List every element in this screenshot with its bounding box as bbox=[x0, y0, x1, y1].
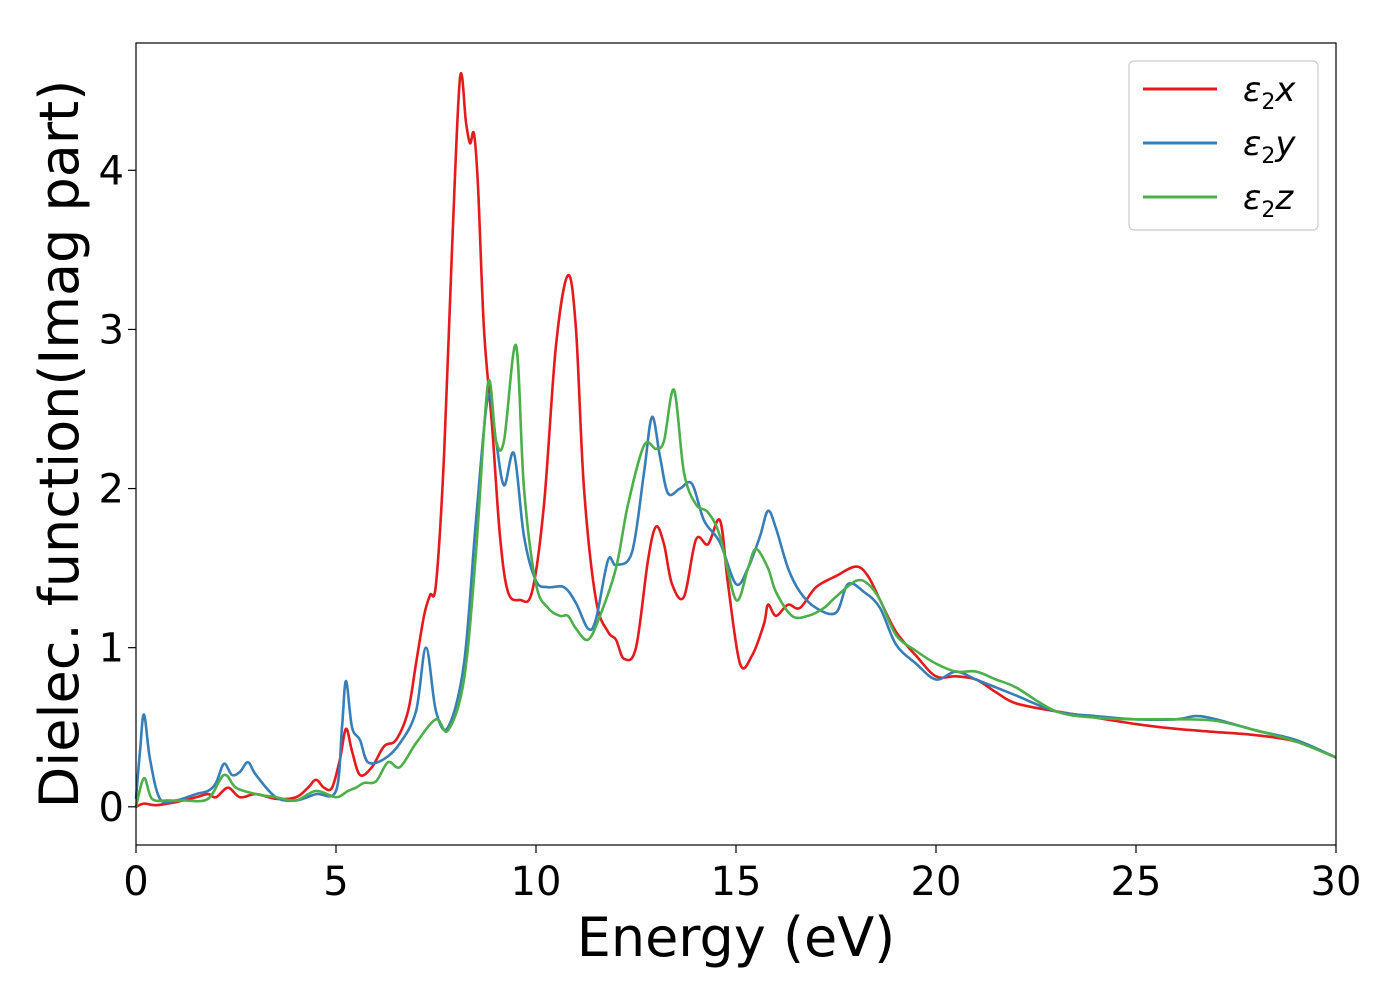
x-tick-label: 20 bbox=[911, 859, 962, 905]
y-tick-label: 2 bbox=[99, 467, 124, 513]
x-axis: 0 5 10 15 20 25 30 bbox=[123, 845, 1361, 905]
x-tick-label: 25 bbox=[1111, 859, 1162, 905]
x-axis-label: Energy (eV) bbox=[577, 906, 896, 969]
legend: ε2x ε2y ε2z bbox=[1128, 60, 1319, 231]
x-tick-label: 30 bbox=[1311, 859, 1362, 905]
x-tick-label: 0 bbox=[123, 859, 148, 905]
legend-label: ε2x bbox=[1243, 70, 1296, 115]
legend-box bbox=[1128, 60, 1319, 231]
series-line-3 bbox=[134, 344, 1337, 808]
series-line-2 bbox=[134, 392, 1337, 804]
x-tick-label: 10 bbox=[511, 859, 562, 905]
legend-label: ε2z bbox=[1243, 178, 1294, 223]
y-tick-label: 3 bbox=[99, 307, 124, 353]
series-layer bbox=[134, 72, 1337, 809]
y-tick-label: 1 bbox=[99, 626, 124, 672]
y-axis: 0 1 2 3 4 bbox=[99, 148, 136, 831]
x-tick-label: 15 bbox=[711, 859, 762, 905]
y-tick-label: 4 bbox=[99, 148, 124, 194]
y-axis-label: Dielec. function(Imag part) bbox=[28, 80, 91, 809]
legend-label: ε2y bbox=[1243, 124, 1296, 169]
x-tick-label: 5 bbox=[323, 859, 348, 905]
y-tick-label: 0 bbox=[99, 785, 124, 831]
